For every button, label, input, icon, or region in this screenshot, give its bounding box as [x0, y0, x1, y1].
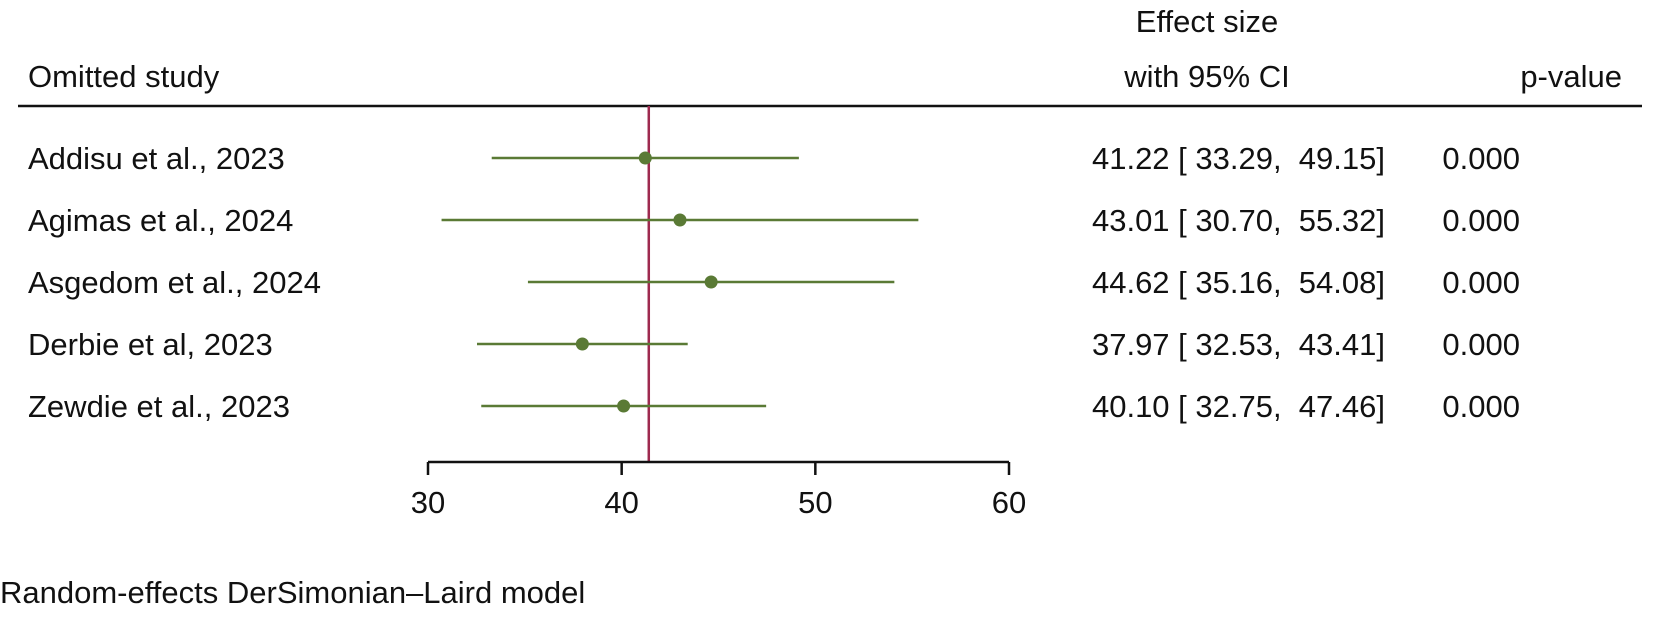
effect-ci-text: 44.62 [ 35.16, 54.08]	[1092, 265, 1385, 300]
p-value-text: 0.000	[1442, 389, 1520, 424]
estimate-point	[617, 399, 631, 413]
header-study: Omitted study	[28, 59, 220, 94]
p-value-text: 0.000	[1442, 203, 1520, 238]
study-label: Agimas et al., 2024	[28, 203, 293, 238]
p-value-text: 0.000	[1442, 327, 1520, 362]
estimate-point	[704, 275, 718, 289]
study-label: Addisu et al., 2023	[28, 141, 285, 176]
effect-ci-text: 40.10 [ 32.75, 47.46]	[1092, 389, 1385, 424]
estimate-point	[673, 213, 687, 227]
effect-ci-text: 37.97 [ 32.53, 43.41]	[1092, 327, 1385, 362]
footnote: Random-effects DerSimonian–Laird model	[0, 575, 585, 610]
x-tick-label: 60	[992, 485, 1026, 520]
header-effect-line2: with 95% CI	[1123, 59, 1289, 94]
study-label: Asgedom et al., 2024	[28, 265, 321, 300]
study-rows: Addisu et al., 2023 41.22 [ 33.29, 49.15]…	[28, 106, 1520, 462]
x-axis: 30 40 50 60	[411, 460, 1026, 520]
estimate-point	[638, 151, 652, 165]
x-tick-label: 50	[798, 485, 832, 520]
effect-ci-text: 43.01 [ 30.70, 55.32]	[1092, 203, 1385, 238]
x-tick-label: 30	[411, 485, 445, 520]
header-effect-line1: Effect size	[1136, 4, 1278, 39]
p-value-text: 0.000	[1442, 141, 1520, 176]
header-p-value: p-value	[1520, 59, 1622, 94]
effect-ci-text: 41.22 [ 33.29, 49.15]	[1092, 141, 1385, 176]
study-label: Derbie et al, 2023	[28, 327, 273, 362]
p-value-text: 0.000	[1442, 265, 1520, 300]
study-label: Zewdie et al., 2023	[28, 389, 290, 424]
x-tick-label: 40	[604, 485, 638, 520]
estimate-point	[575, 337, 589, 351]
